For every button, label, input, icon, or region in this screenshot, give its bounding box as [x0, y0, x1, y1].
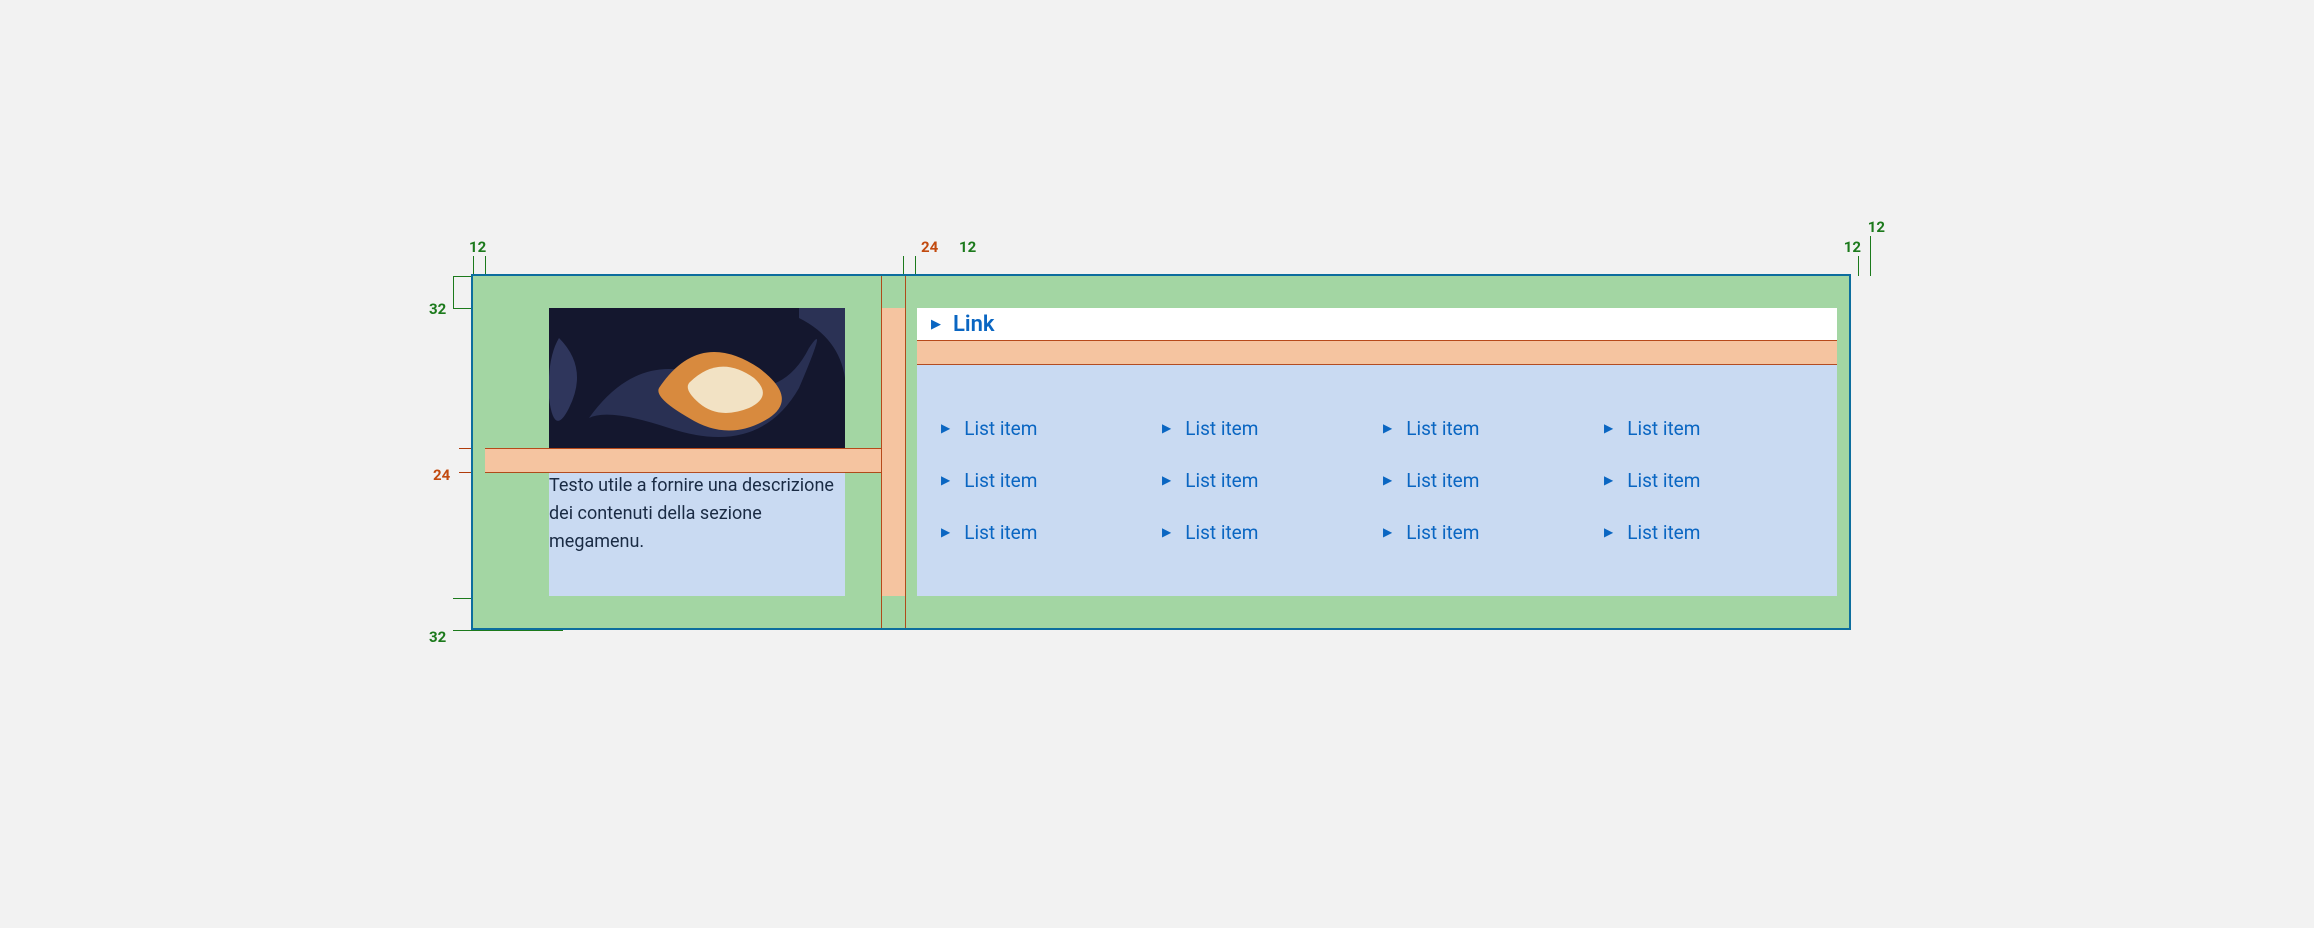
list-item-label: List item: [1627, 469, 1700, 492]
caret-right-icon: ▶: [1383, 421, 1392, 435]
list-item-label: List item: [1627, 417, 1700, 440]
caret-right-icon: ▶: [1162, 525, 1171, 539]
caret-right-icon: ▶: [1162, 421, 1171, 435]
caret-right-icon: ▶: [1604, 421, 1613, 435]
padding-left: [473, 276, 485, 628]
caret-right-icon: ▶: [931, 317, 941, 332]
list-item-label: List item: [1627, 521, 1700, 544]
dim-top-right-12-a: 12: [1844, 238, 1861, 256]
megamenu-link-row[interactable]: ▶ Link: [917, 308, 1837, 340]
gap-row-left: [485, 448, 881, 472]
guide-col-gap-left: [881, 276, 882, 628]
list-item-label: List item: [1406, 469, 1479, 492]
megamenu-frame: Testo utile a fornire una descrizione de…: [471, 274, 1851, 630]
megamenu-description: Testo utile a fornire una descrizione de…: [549, 472, 845, 556]
list-item[interactable]: ▶ List item: [941, 454, 1150, 506]
caret-right-icon: ▶: [1162, 473, 1171, 487]
guide-row-right-top: [917, 340, 1837, 341]
list-item[interactable]: ▶ List item: [941, 402, 1150, 454]
spacing-spec-canvas: 12 12 24 12 12 32 32 24 64 36: [429, 214, 1885, 714]
list-item-label: List item: [1185, 417, 1258, 440]
list-item[interactable]: ▶ List item: [1162, 506, 1371, 558]
list-item-label: List item: [1185, 469, 1258, 492]
list-item-label: List item: [964, 417, 1037, 440]
megamenu-image: [549, 308, 845, 448]
dim-left-32-bottom: 32: [429, 628, 446, 646]
padding-bottom: [473, 596, 1849, 628]
list-item-label: List item: [1406, 521, 1479, 544]
list-item[interactable]: ▶ List item: [1604, 402, 1813, 454]
padding-top: [473, 276, 1849, 308]
list-item[interactable]: ▶ List item: [1604, 454, 1813, 506]
megamenu-list-grid: ▶ List item ▶ List item ▶ List item ▶ List item…: [917, 364, 1837, 596]
guide-row-left-top: [485, 448, 881, 449]
caret-right-icon: ▶: [1604, 473, 1613, 487]
dim-top-left-12: 12: [469, 238, 486, 256]
gap-column: [881, 308, 905, 596]
list-item[interactable]: ▶ List item: [1162, 402, 1371, 454]
caret-right-icon: ▶: [1383, 473, 1392, 487]
list-item[interactable]: ▶ List item: [1604, 506, 1813, 558]
list-item[interactable]: ▶ List item: [1383, 402, 1592, 454]
dim-center-12: 12: [959, 238, 976, 256]
swirl-image-svg: [549, 308, 845, 448]
list-item-label: List item: [964, 469, 1037, 492]
caret-right-icon: ▶: [941, 473, 950, 487]
megamenu-link-label: Link: [953, 312, 995, 337]
guide-col-gap-right: [905, 276, 906, 628]
dim-top-right-12-b: 12: [1868, 218, 1885, 236]
list-item-label: List item: [1406, 417, 1479, 440]
list-item[interactable]: ▶ List item: [941, 506, 1150, 558]
list-item-label: List item: [964, 521, 1037, 544]
padding-center-gap: [905, 308, 917, 596]
list-item-label: List item: [1185, 521, 1258, 544]
caret-right-icon: ▶: [1383, 525, 1392, 539]
list-item[interactable]: ▶ List item: [1162, 454, 1371, 506]
caret-right-icon: ▶: [941, 421, 950, 435]
padding-right: [1837, 276, 1849, 628]
list-item[interactable]: ▶ List item: [1383, 506, 1592, 558]
list-item[interactable]: ▶ List item: [1383, 454, 1592, 506]
gap-row-right: [917, 340, 1837, 364]
caret-right-icon: ▶: [1604, 525, 1613, 539]
dim-col-gap-24: 24: [921, 238, 938, 256]
dim-row-gap-left-24: 24: [433, 466, 450, 484]
dim-left-32-top: 32: [429, 300, 446, 318]
caret-right-icon: ▶: [941, 525, 950, 539]
